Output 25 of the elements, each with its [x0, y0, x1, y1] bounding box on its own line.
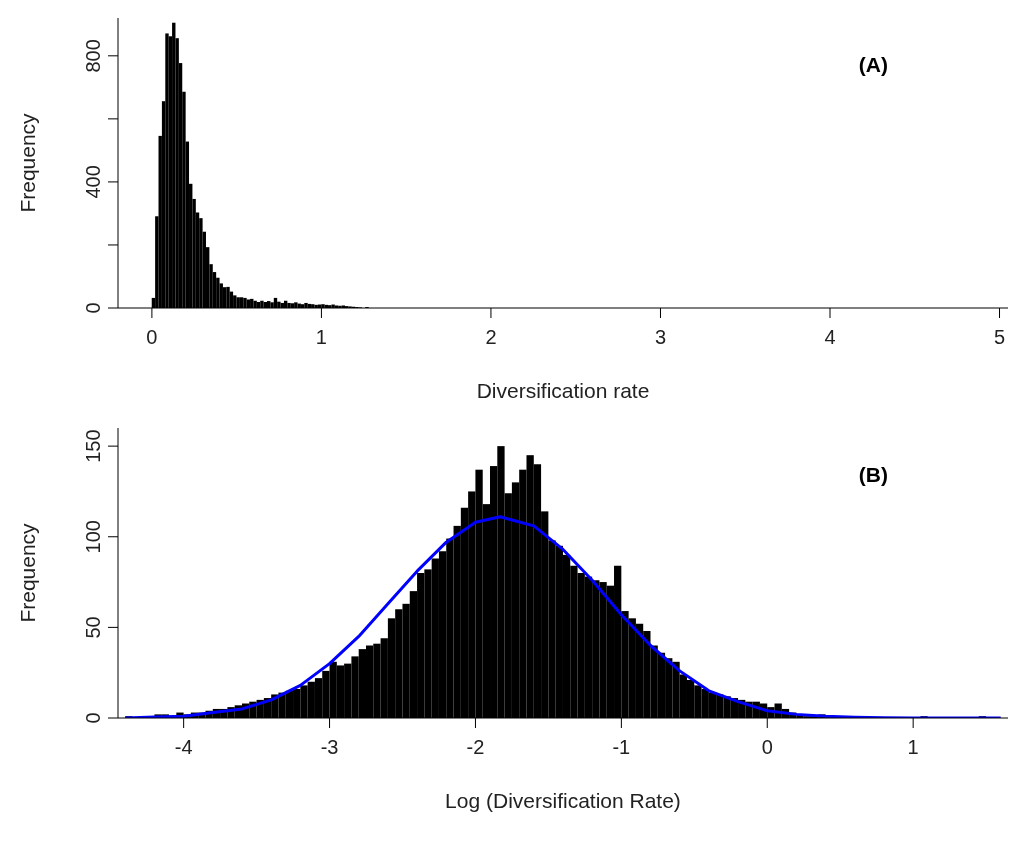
x-tick-label: 0: [761, 736, 773, 759]
x-axis-title: Log (Diversification Rate): [445, 789, 681, 812]
y-axis-title: Frequency: [16, 522, 40, 623]
x-tick-label: -2: [466, 736, 485, 759]
y-tick-label: 100: [82, 520, 104, 554]
x-tick-label: 1: [907, 736, 919, 759]
x-axis-title: Diversification rate: [476, 379, 650, 402]
x-tick-label: 3: [654, 326, 667, 349]
x-tick-label: -4: [174, 736, 193, 759]
y-axis-title: Frequency: [16, 112, 40, 213]
y-tick-label: 0: [82, 302, 104, 314]
x-tick-label: 4: [824, 326, 836, 349]
x-tick-label: 5: [993, 326, 1006, 349]
x-tick-label: 0: [146, 326, 158, 349]
y-tick-label: 0: [82, 712, 104, 724]
x-tick-label: -3: [320, 736, 339, 759]
x-tick-label: -1: [612, 736, 631, 759]
y-tick-label: 150: [82, 429, 104, 463]
x-tick-label: 2: [485, 326, 497, 349]
y-tick-label: 50: [82, 616, 104, 639]
annotation: (B): [858, 463, 888, 487]
y-tick-label: 800: [82, 39, 104, 73]
annotation: (A): [858, 53, 888, 77]
x-tick-label: 1: [315, 326, 327, 349]
y-tick-label: 400: [82, 165, 104, 199]
